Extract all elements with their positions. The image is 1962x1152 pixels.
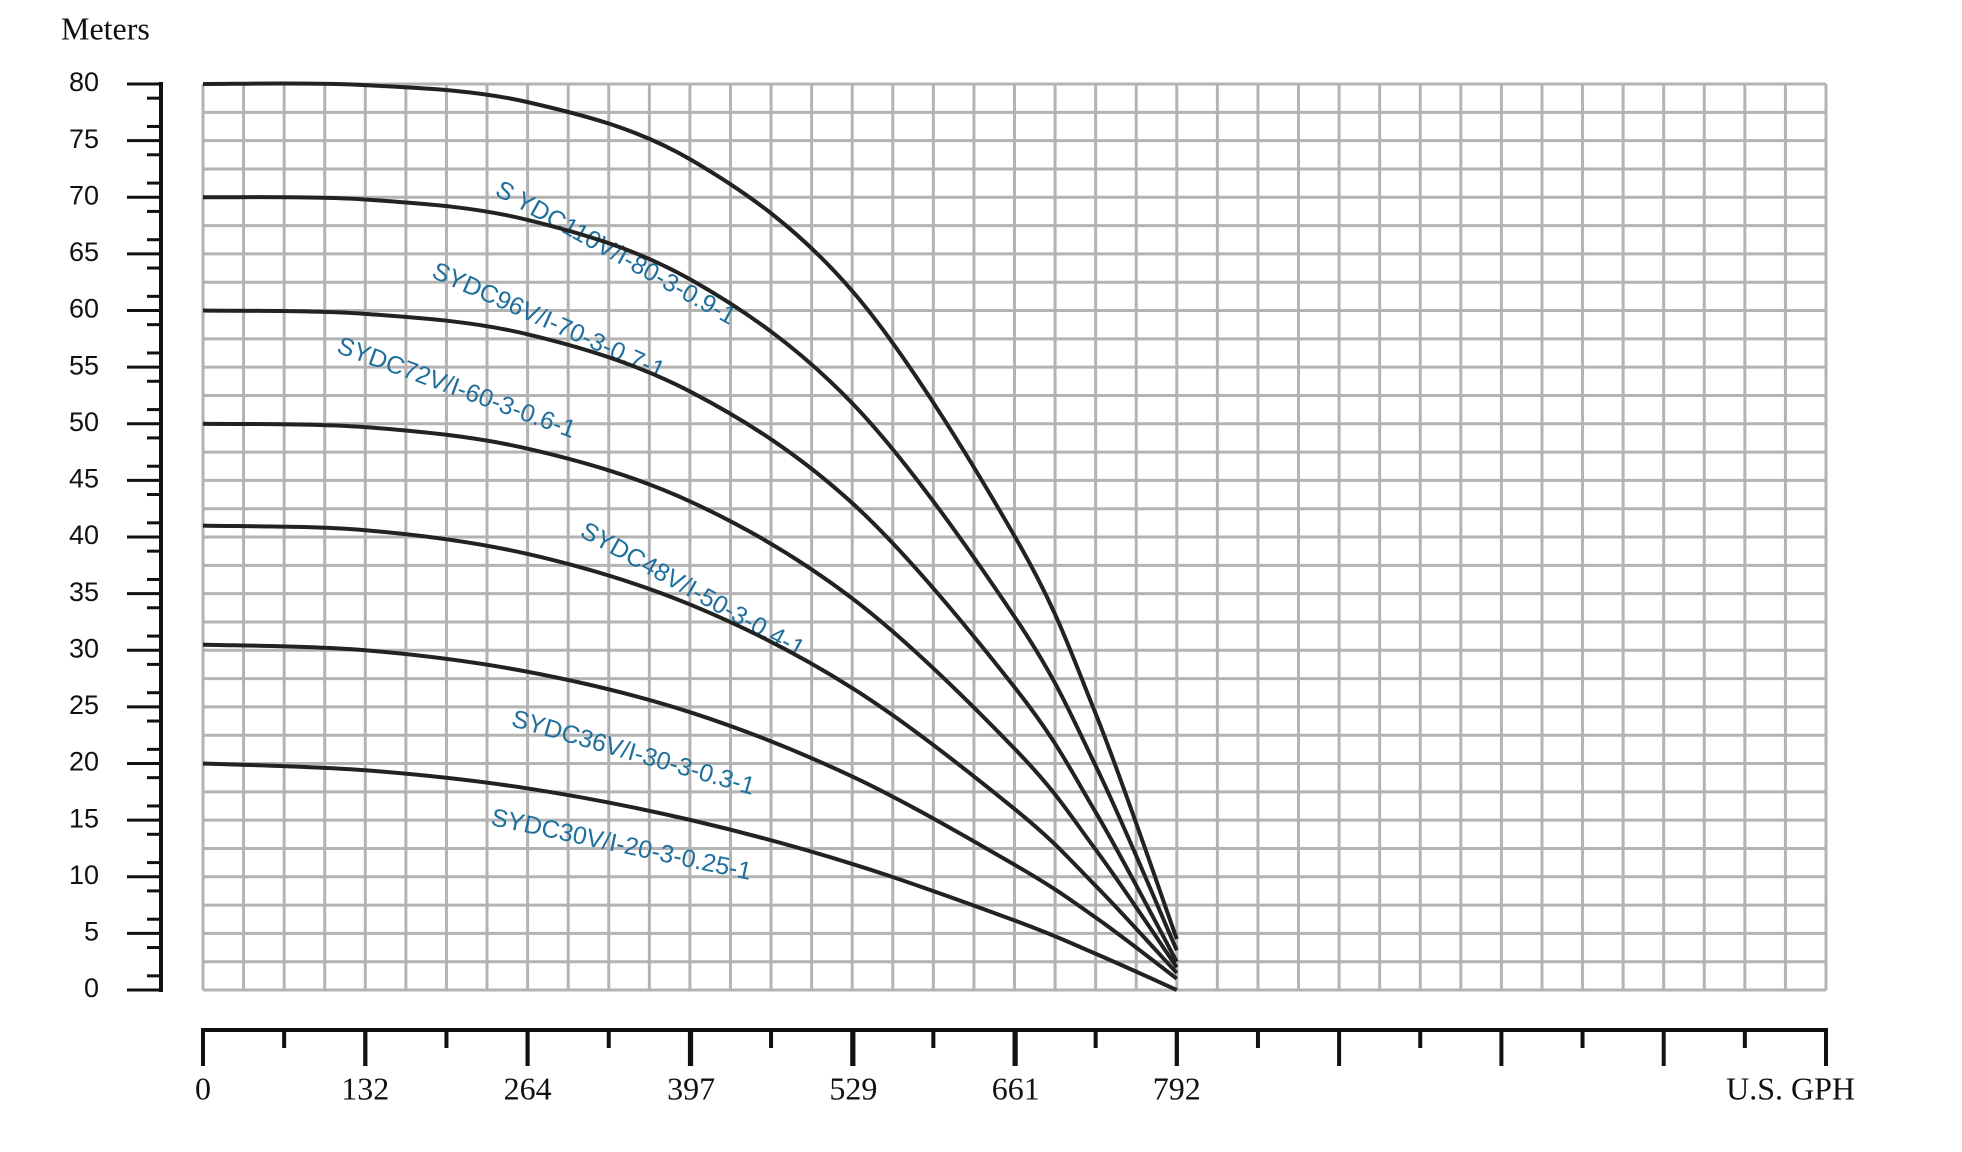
- pump-curve: [202, 81, 1179, 940]
- y-tick-label: 80: [69, 67, 99, 97]
- pump-curve: [202, 308, 1179, 963]
- y-tick-label: 20: [69, 747, 99, 777]
- y-tick-label: 50: [69, 407, 99, 437]
- pump-curve: [202, 642, 1179, 981]
- y-tick-label: 40: [69, 520, 99, 550]
- y-tick-label: 30: [69, 633, 99, 663]
- x-tick-label: 0: [195, 1070, 211, 1106]
- pump-curve: [202, 195, 1179, 952]
- y-tick-label: 10: [69, 860, 99, 890]
- x-tick-label: 132: [341, 1070, 389, 1106]
- y-tick-label: 15: [69, 803, 99, 833]
- pump-curve: [202, 761, 1178, 992]
- y-tick-label: 65: [69, 237, 99, 267]
- pump-curve: [202, 421, 1179, 969]
- y-tick-label: 25: [69, 690, 99, 720]
- pump-curve: [202, 523, 1179, 975]
- y-axis-title: Meters: [61, 10, 150, 46]
- y-tick-label: 70: [69, 180, 99, 210]
- y-tick-label: 60: [69, 294, 99, 324]
- x-axis-title: U.S. GPH: [1726, 1070, 1855, 1106]
- y-tick-label: 0: [84, 973, 99, 1003]
- y-tick-label: 35: [69, 577, 99, 607]
- y-tick-label: 5: [84, 917, 99, 947]
- y-tick-label: 45: [69, 464, 99, 494]
- y-tick-label: 75: [69, 124, 99, 154]
- y-tick-label: 55: [69, 350, 99, 380]
- x-tick-label: 397: [667, 1070, 715, 1106]
- x-tick-label: 661: [992, 1070, 1040, 1106]
- x-tick-label: 792: [1153, 1070, 1201, 1106]
- curve-label: SYDC36V/I-30-3-0.3-1: [509, 705, 758, 801]
- curve-label: SYDC48V/I-50-3-0.4-1: [576, 517, 810, 663]
- x-tick-label: 529: [829, 1070, 877, 1106]
- x-tick-label: 264: [504, 1070, 552, 1106]
